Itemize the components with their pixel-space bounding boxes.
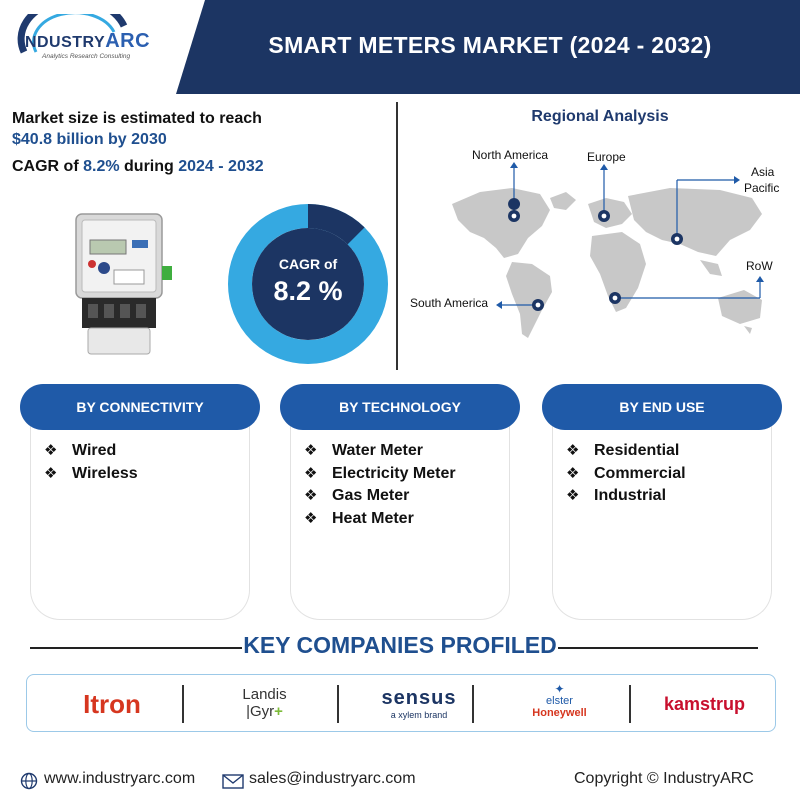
bullet-diamond-icon: ❖ xyxy=(304,442,318,459)
company-separator xyxy=(472,685,474,723)
email-link[interactable]: sales@industryarc.com xyxy=(249,770,416,787)
region-label-north-america: North America xyxy=(472,148,549,162)
bullet-diamond-icon: ❖ xyxy=(566,464,580,482)
regional-analysis-title: Regional Analysis xyxy=(531,108,669,125)
landis-gyr-logo: Landis |Gyr+ xyxy=(242,686,287,720)
industryarc-logo[interactable] xyxy=(14,14,144,74)
world-map xyxy=(452,162,764,338)
company-separator xyxy=(182,685,184,723)
company-separator xyxy=(629,685,631,723)
companies-strip: Itron Landis |Gyr+ sensus a xylem brand … xyxy=(26,674,776,732)
bullet-diamond-icon: ❖ xyxy=(304,509,318,527)
market-size-value: $40.8 billion by 2030 xyxy=(12,131,167,148)
region-label-asia: Asia xyxy=(751,165,775,179)
region-label-europe: Europe xyxy=(587,150,626,164)
company-separator xyxy=(337,685,339,723)
title-rule-left xyxy=(30,647,242,649)
cagr-donut-chart xyxy=(228,204,388,364)
smart-meter-image xyxy=(75,213,172,355)
cagr-line: CAGR of 8.2% during 2024 - 2032 xyxy=(12,158,264,175)
header-background xyxy=(0,0,800,94)
bullet-diamond-icon: ❖ xyxy=(566,442,580,459)
bullet-diamond-icon: ❖ xyxy=(566,487,580,504)
market-summary: Market size is estimated to reach $40.8 … xyxy=(12,110,392,176)
elster-mark-icon: ✦ xyxy=(554,682,565,696)
bullet-diamond-icon: ❖ xyxy=(304,487,318,504)
list-item: ❖ Wired xyxy=(44,440,138,463)
list-item: ❖ Wireless xyxy=(44,463,138,486)
category-title: BY CONNECTIVITY xyxy=(20,384,260,430)
donut-highlight xyxy=(307,204,365,245)
donut-value: 8.2 % xyxy=(273,276,343,306)
itron-logo: Itron xyxy=(83,689,141,719)
map-pin-icon xyxy=(508,198,683,311)
category-title: BY TECHNOLOGY xyxy=(280,384,520,430)
region-label-row: RoW xyxy=(746,259,773,273)
category-box xyxy=(30,414,250,620)
region-label-pacific: Pacific xyxy=(744,181,780,195)
donut-center xyxy=(252,228,364,340)
category-list: ❖ Wired ❖ Wireless xyxy=(44,440,138,485)
category-list: ❖ Residential ❖ Commercial ❖ Industrial xyxy=(566,440,686,508)
list-item: ❖ Commercial xyxy=(566,463,686,486)
elster-honeywell-logo: ✦ elster Honeywell xyxy=(487,675,632,733)
page-title: SMART METERS MARKET (2024 - 2032) xyxy=(268,32,712,58)
category-box xyxy=(290,414,510,620)
title-rule-right xyxy=(558,647,758,649)
globe-icon xyxy=(20,772,38,790)
category-list: ❖ Water Meter ❖ Electricity Meter ❖ Gas Met… xyxy=(304,440,456,530)
kamstrup-logo: kamstrup xyxy=(663,694,746,714)
list-item: ❖ Residential xyxy=(566,440,686,463)
region-label-south-america: South America xyxy=(410,296,489,310)
bullet-diamond-icon: ❖ xyxy=(44,442,58,459)
list-item: ❖ Water Meter xyxy=(304,440,456,463)
bullet-diamond-icon: ❖ xyxy=(44,464,58,482)
envelope-icon xyxy=(222,774,244,789)
list-item: ❖ Gas Meter xyxy=(304,485,456,508)
key-companies-title: KEY COMPANIES PROFILED xyxy=(243,632,557,658)
footer: www.industryarc.com sales@industryarc.co… xyxy=(0,764,800,794)
list-item: ❖ Industrial xyxy=(566,485,686,508)
donut-label: CAGR of xyxy=(278,256,338,272)
list-item: ❖ Heat Meter xyxy=(304,508,456,531)
logo-text: INDUSTRYARC xyxy=(20,30,151,52)
website-link[interactable]: www.industryarc.com xyxy=(44,770,196,787)
header: INDUSTRYARC Analytics Research Consultin… xyxy=(0,0,800,94)
category-title: BY END USE xyxy=(542,384,782,430)
market-size-line: Market size is estimated to reach xyxy=(12,110,262,127)
vertical-divider xyxy=(396,102,398,370)
logo-subtitle: Analytics Research Consulting xyxy=(42,53,131,60)
bullet-diamond-icon: ❖ xyxy=(304,464,318,482)
copyright-text: Copyright © IndustryARC xyxy=(574,770,754,787)
category-box xyxy=(552,414,772,620)
list-item: ❖ Electricity Meter xyxy=(304,463,456,486)
sensus-logo: sensus a xylem brand xyxy=(381,687,457,720)
